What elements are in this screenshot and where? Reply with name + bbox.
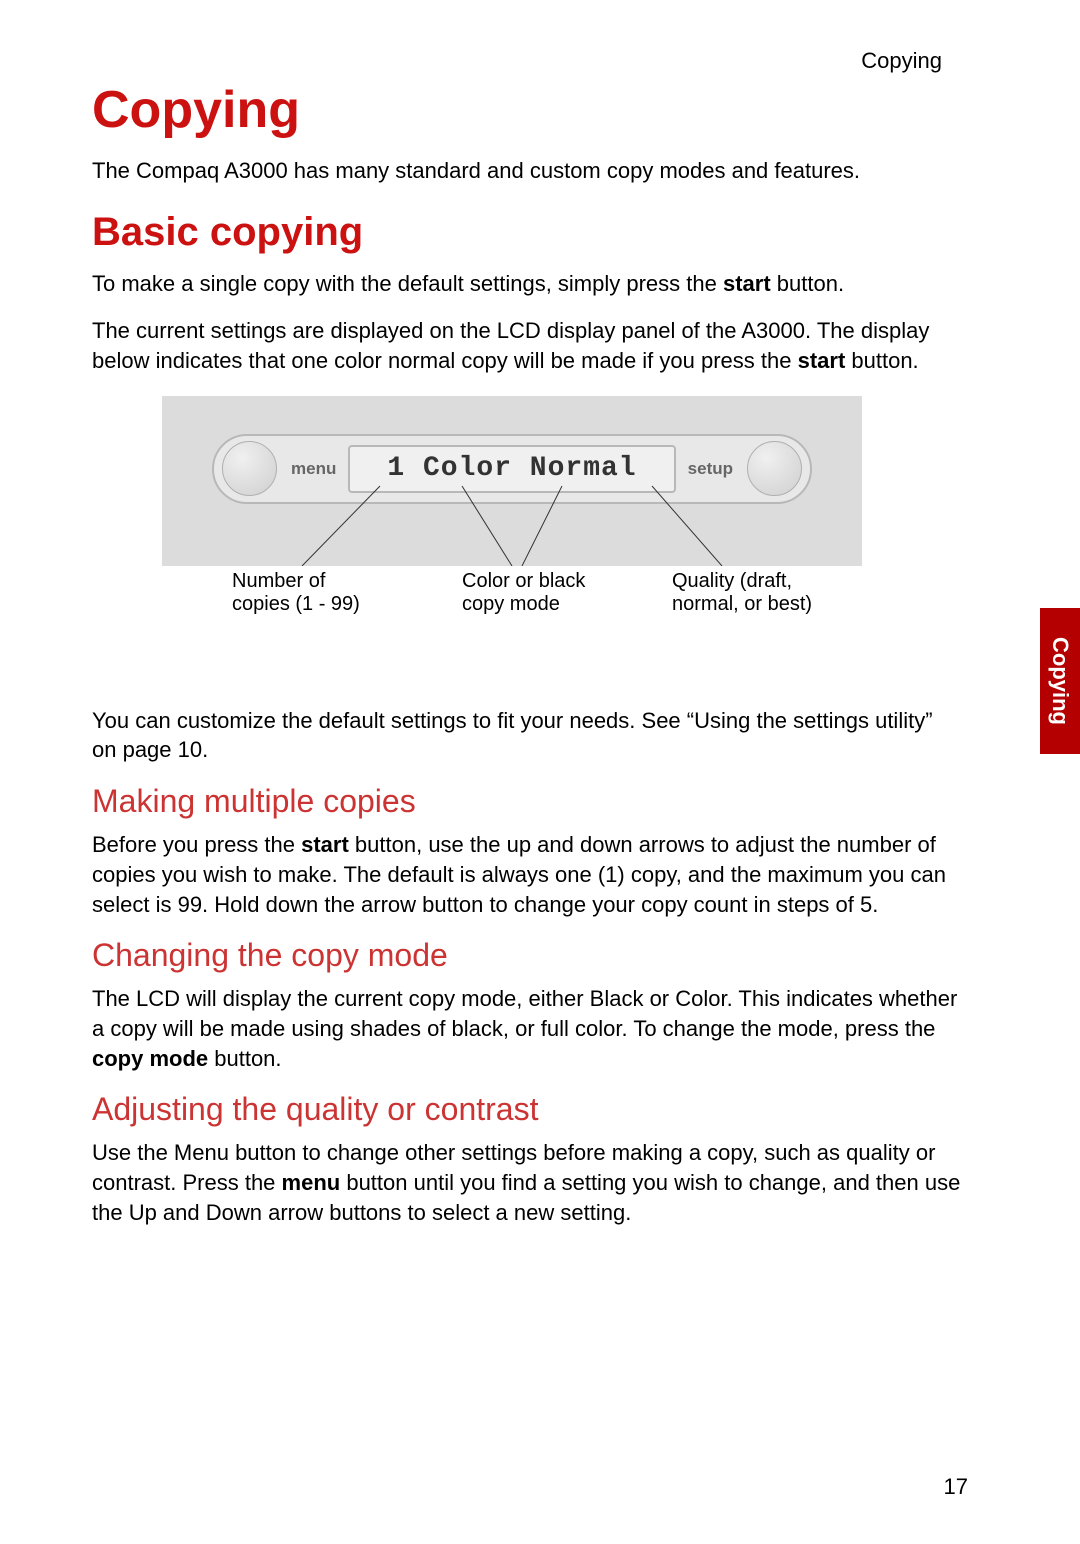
callout-copies-l1: Number of	[232, 570, 325, 592]
menu-button[interactable]	[222, 441, 277, 496]
basic-p2-post: button.	[845, 348, 918, 373]
callout-mode-l2: copy mode	[462, 593, 560, 615]
sub-mode-pre: The LCD will display the current copy mo…	[92, 986, 957, 1041]
callouts-row: Number of copies (1 - 99) Color or black…	[162, 566, 862, 686]
section-basic-copying-title: Basic copying	[92, 210, 962, 255]
callout-mode: Color or black copy mode	[462, 570, 585, 616]
page-content: Copying Copying The Compaq A3000 has man…	[92, 48, 962, 1245]
chapter-title: Copying	[92, 80, 962, 140]
menu-label: menu	[285, 459, 342, 479]
page-number: 17	[944, 1474, 968, 1500]
lcd-display: 1 Color Normal	[348, 445, 675, 493]
setup-button[interactable]	[747, 441, 802, 496]
running-header: Copying	[861, 48, 942, 74]
callout-quality-l1: Quality (draft,	[672, 570, 792, 592]
callout-mode-l1: Color or black	[462, 570, 585, 592]
setup-label: setup	[682, 459, 739, 479]
side-tab: Copying	[1040, 608, 1080, 754]
sub-mode-bold: copy mode	[92, 1046, 208, 1071]
sub-quality-bold: menu	[282, 1170, 341, 1195]
after-lcd-para: You can customize the default settings t…	[92, 706, 962, 765]
sub-mode-post: button.	[208, 1046, 281, 1071]
lcd-figure: menu 1 Color Normal setup Number of copi…	[162, 396, 962, 686]
control-pill: menu 1 Color Normal setup	[212, 434, 812, 504]
callout-quality-l2: normal, or best)	[672, 593, 812, 615]
callout-quality: Quality (draft, normal, or best)	[672, 570, 812, 616]
sub-multiple-pre: Before you press the	[92, 832, 301, 857]
intro-paragraph: The Compaq A3000 has many standard and c…	[92, 156, 962, 186]
sub-mode-p: The LCD will display the current copy mo…	[92, 984, 962, 1073]
sub-quality-title: Adjusting the quality or contrast	[92, 1091, 962, 1128]
sub-multiple-title: Making multiple copies	[92, 783, 962, 820]
callout-copies: Number of copies (1 - 99)	[232, 570, 360, 616]
basic-p1: To make a single copy with the default s…	[92, 269, 962, 299]
side-tab-label: Copying	[1047, 637, 1073, 725]
basic-p1-pre: To make a single copy with the default s…	[92, 271, 723, 296]
sub-multiple-p: Before you press the start button, use t…	[92, 830, 962, 919]
basic-p2-bold: start	[798, 348, 846, 373]
basic-p1-post: button.	[771, 271, 844, 296]
sub-mode-title: Changing the copy mode	[92, 937, 962, 974]
sub-multiple-bold: start	[301, 832, 349, 857]
sub-quality-p: Use the Menu button to change other sett…	[92, 1138, 962, 1227]
basic-p2: The current settings are displayed on th…	[92, 316, 962, 375]
basic-p1-bold: start	[723, 271, 771, 296]
device-bar: menu 1 Color Normal setup	[162, 396, 862, 566]
callout-copies-l2: copies (1 - 99)	[232, 593, 360, 615]
